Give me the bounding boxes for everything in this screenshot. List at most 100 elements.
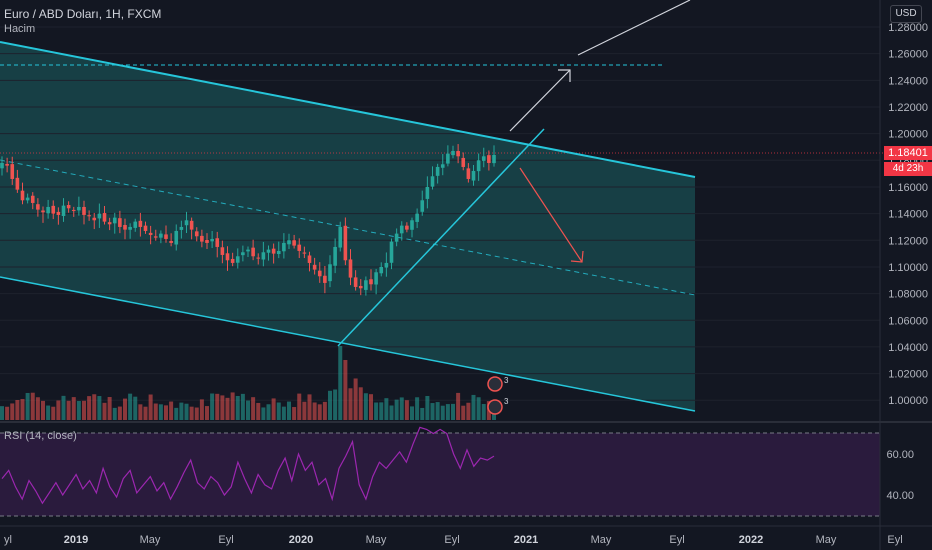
candle-body bbox=[481, 156, 486, 161]
candle-body bbox=[205, 239, 209, 243]
candle-body bbox=[410, 220, 414, 230]
volume-bar bbox=[123, 398, 127, 420]
time-tick-label: 2020 bbox=[289, 534, 313, 546]
candle-body bbox=[15, 177, 20, 190]
candle-body bbox=[328, 264, 332, 282]
volume-bar bbox=[10, 403, 15, 420]
volume-bar bbox=[240, 393, 245, 420]
volume-bar bbox=[358, 387, 363, 420]
candle-body bbox=[174, 230, 179, 245]
candle-body bbox=[420, 200, 425, 212]
volume-bar bbox=[102, 402, 107, 420]
candle-body bbox=[133, 221, 138, 228]
time-tick-label: May bbox=[366, 534, 387, 546]
candle-body bbox=[374, 272, 378, 285]
candle-body bbox=[256, 257, 261, 259]
volume-bar bbox=[35, 397, 40, 420]
volume-bar bbox=[461, 405, 466, 420]
candle-body bbox=[153, 236, 158, 238]
flag-icon[interactable] bbox=[487, 399, 503, 415]
volume-bar bbox=[225, 397, 230, 420]
candle-body bbox=[384, 262, 389, 268]
rsi-band-fill bbox=[0, 433, 880, 516]
rsi-tick-label: 60.00 bbox=[886, 449, 914, 461]
candle-body bbox=[71, 209, 76, 211]
candle-body bbox=[179, 226, 184, 230]
currency-button[interactable]: USD bbox=[890, 5, 922, 23]
flag-icon[interactable] bbox=[487, 376, 503, 392]
candle-body bbox=[435, 166, 440, 176]
candle-body bbox=[471, 170, 476, 181]
volume-bar bbox=[235, 395, 240, 420]
volume-bar bbox=[210, 393, 215, 420]
volume-bar bbox=[30, 392, 35, 420]
volume-bar bbox=[466, 402, 471, 420]
volume-bar bbox=[169, 401, 174, 420]
volume-bar bbox=[158, 404, 163, 420]
channel-lower-line bbox=[0, 276, 696, 412]
arrow-down-scenario bbox=[519, 167, 584, 263]
candle-body bbox=[307, 255, 312, 263]
candle-body bbox=[148, 232, 153, 235]
price-tick-label: 1.12000 bbox=[888, 235, 928, 247]
candle-body bbox=[200, 235, 204, 242]
time-tick-label: May bbox=[140, 534, 161, 546]
volume-bar bbox=[87, 396, 92, 420]
candle-body bbox=[394, 233, 399, 242]
price-grid bbox=[0, 26, 880, 401]
volume-bars bbox=[0, 346, 496, 420]
price-tick-label: 1.14000 bbox=[888, 209, 928, 221]
candle-body bbox=[364, 280, 368, 290]
rsi-axis[interactable]: 60.00 40.00 bbox=[886, 449, 914, 502]
candle-body bbox=[51, 205, 56, 214]
volume-bar bbox=[107, 397, 112, 420]
volume-bar bbox=[343, 360, 348, 420]
volume-bar bbox=[435, 402, 440, 420]
time-axis[interactable]: yl 2019 May Eyl 2020 May Eyl 2021 May Eyl 2022 May E… bbox=[4, 534, 903, 546]
candle-body bbox=[425, 186, 430, 199]
candle-body bbox=[66, 205, 71, 209]
event-markers: 3 3 bbox=[487, 376, 509, 415]
candle-body bbox=[220, 247, 225, 255]
volume-bar bbox=[76, 400, 81, 420]
volume-bar bbox=[174, 407, 179, 420]
volume-bar bbox=[379, 402, 384, 420]
price-tick-label: 1.20000 bbox=[888, 129, 928, 141]
volume-bar bbox=[143, 406, 148, 420]
candle-body bbox=[287, 240, 291, 245]
volume-bar bbox=[117, 406, 122, 420]
volume-bar bbox=[394, 399, 399, 420]
volume-bar bbox=[56, 400, 61, 420]
candle-body bbox=[128, 226, 132, 230]
volume-bar bbox=[220, 395, 225, 420]
candle-body bbox=[102, 213, 107, 222]
channel-fill bbox=[0, 42, 695, 411]
candle-body bbox=[5, 163, 9, 166]
candle-body bbox=[271, 248, 276, 254]
volume-bar bbox=[399, 397, 404, 420]
candle-body bbox=[461, 157, 466, 167]
candle-body bbox=[189, 220, 194, 230]
volume-bar bbox=[261, 407, 266, 420]
candle-body bbox=[333, 246, 337, 266]
candle-body bbox=[358, 285, 363, 289]
volume-bar bbox=[199, 399, 204, 420]
candle-body bbox=[215, 238, 220, 247]
volume-bar bbox=[287, 401, 291, 420]
candle-body bbox=[210, 238, 214, 242]
price-tick-label: 1.00000 bbox=[888, 395, 928, 407]
time-tick-label: Eyl bbox=[218, 534, 233, 546]
price-tick-label: 1.24000 bbox=[888, 75, 928, 87]
candle-body bbox=[405, 225, 409, 230]
candle-body bbox=[46, 206, 50, 214]
volume-bar bbox=[271, 398, 276, 420]
volume-bar bbox=[353, 378, 358, 420]
candle-body bbox=[164, 234, 168, 239]
volume-bar bbox=[25, 392, 30, 420]
candle-body bbox=[440, 164, 445, 168]
price-axis[interactable]: 1.280001.260001.240001.220001.200001.180… bbox=[888, 22, 928, 407]
volume-bar bbox=[404, 400, 409, 420]
candle-body bbox=[241, 252, 245, 256]
candle-body bbox=[123, 224, 127, 230]
